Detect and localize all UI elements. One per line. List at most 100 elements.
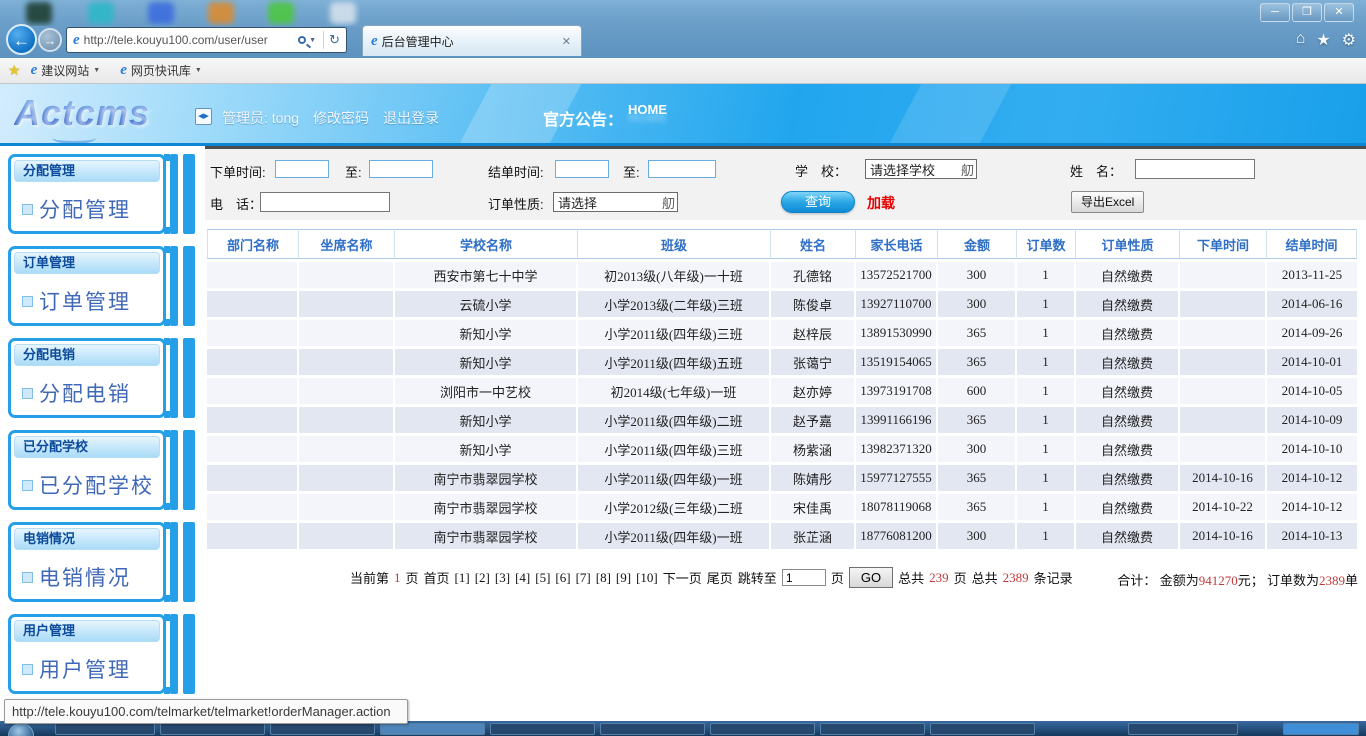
page-number-link[interactable]: [3] xyxy=(494,569,511,585)
close-time-from-input[interactable] xyxy=(555,160,609,178)
orders-value: 2389 xyxy=(1318,573,1345,588)
browser-tab[interactable]: e 后台管理中心 ✕ xyxy=(362,25,582,56)
desktop-icon xyxy=(268,2,294,24)
totals-label: 合计： xyxy=(1117,573,1157,588)
taskbar-button[interactable] xyxy=(600,723,705,735)
maximize-icon[interactable]: ❐ xyxy=(1292,3,1322,22)
table-row: 新知小学 小学2011级(四年级)二班 赵予嘉 13991166196 365 1 自然缴费… xyxy=(207,407,1357,433)
table-cell: 初2013级(八年级)一十班 xyxy=(578,262,771,288)
taskbar-button[interactable] xyxy=(270,723,375,735)
search-icon[interactable] xyxy=(298,36,307,44)
taskbar-button[interactable] xyxy=(1128,723,1238,735)
next-page-link[interactable]: 下一页 xyxy=(662,571,702,586)
page-number-link[interactable]: [7] xyxy=(575,569,591,585)
bullet-icon xyxy=(22,479,33,491)
load-link[interactable]: 加载 xyxy=(867,195,895,211)
page-number-link[interactable]: [4] xyxy=(515,569,531,585)
export-excel-button[interactable]: 导出Excel xyxy=(1071,191,1145,213)
column-header: 订单性质 xyxy=(1076,229,1180,259)
add-favorite-icon[interactable]: ★ xyxy=(8,62,21,78)
table-cell xyxy=(207,320,299,346)
section-header: 分配管理 xyxy=(14,160,160,182)
table-row: 南宁市翡翠园学校 小学2011级(四年级)一班 张芷涵 18776081200 300 1… xyxy=(207,523,1357,549)
logo-smile-arc xyxy=(52,132,96,143)
page-number-link[interactable]: [5] xyxy=(535,569,551,585)
change-password-link[interactable]: 修改密码 xyxy=(313,110,370,126)
current-page-label: 当前第 xyxy=(350,571,390,586)
url-text[interactable]: http://tele.kouyu100.com/user/user xyxy=(83,33,268,47)
tab-close-icon[interactable]: ✕ xyxy=(561,35,571,48)
column-header: 部门名称 xyxy=(207,229,299,259)
desktop-icon xyxy=(330,2,356,24)
page-number-link[interactable]: [8] xyxy=(595,569,611,585)
collapse-sidebar-icon[interactable]: ◀▶ xyxy=(195,108,212,125)
home-link[interactable]: HOME xyxy=(628,102,667,117)
order-time-label: 下单时间: xyxy=(210,165,266,180)
sidebar-item-allocation[interactable]: 分配管理 xyxy=(22,194,160,224)
jump-page-input[interactable] xyxy=(781,569,826,586)
table-cell xyxy=(207,407,299,433)
page-number-link[interactable]: [10] xyxy=(636,569,658,585)
go-button[interactable]: GO xyxy=(848,567,894,588)
start-button[interactable] xyxy=(8,723,34,736)
sidebar-item-orders[interactable]: 订单管理 xyxy=(22,286,160,316)
taskbar-button[interactable] xyxy=(380,723,485,735)
order-time-to-input[interactable] xyxy=(369,160,433,178)
query-button[interactable]: 查询 xyxy=(781,191,855,213)
table-cell xyxy=(299,262,395,288)
sidebar-item-telemarketing-allocation[interactable]: 分配电销 xyxy=(22,378,160,408)
table-cell: 张蔼宁 xyxy=(771,349,856,375)
page-number-link[interactable]: [1] xyxy=(454,569,470,585)
settings-gear-icon[interactable]: ⚙ xyxy=(1341,32,1356,49)
page-number-link[interactable]: [2] xyxy=(474,569,490,585)
order-time-from-input[interactable] xyxy=(275,160,329,178)
close-icon[interactable]: ✕ xyxy=(1324,3,1354,22)
sidebar-item-user-management[interactable]: 用户管理 xyxy=(22,654,160,684)
page-links: [1] [2] [3] [4] [5] [6] [7] [8] [9] [10] xyxy=(455,570,658,586)
total-records-label: 总共 xyxy=(971,571,998,586)
page-number-link[interactable]: [9] xyxy=(615,569,632,585)
school-select[interactable]: 请选择学校 舠 xyxy=(865,159,977,179)
taskbar-button[interactable] xyxy=(820,723,925,735)
address-bar[interactable]: e http://tele.kouyu100.com/user/user ▼ ↻ xyxy=(66,27,347,53)
column-header: 订单数 xyxy=(1017,229,1076,259)
taskbar-button[interactable] xyxy=(710,723,815,735)
table-row: 新知小学 小学2011级(四年级)三班 赵梓辰 13891530990 365 1 自然缴费… xyxy=(207,320,1357,346)
sidebar-item-allocated-schools[interactable]: 已分配学校 xyxy=(22,470,160,500)
favorite-item-suggested-sites[interactable]: e 建议网站 ▼ xyxy=(29,62,105,79)
total-pages-word: 页 xyxy=(953,571,967,586)
window-controls: ─ ❐ ✕ xyxy=(1258,3,1354,22)
taskbar-button[interactable] xyxy=(490,723,595,735)
page-number-link[interactable]: [6] xyxy=(555,569,571,585)
orders-unit: 单 xyxy=(1344,573,1358,588)
ie-page-icon: e xyxy=(73,31,80,48)
table-cell: 1 xyxy=(1017,494,1076,520)
taskbar-button[interactable] xyxy=(1283,723,1359,735)
sidebar-item-telemarketing-status[interactable]: 电销情况 xyxy=(22,562,160,592)
home-icon[interactable]: ⌂ xyxy=(1295,30,1306,47)
favorite-item-web-slices[interactable]: e 网页快讯库 ▼ xyxy=(118,62,206,79)
forward-icon[interactable]: → xyxy=(38,28,62,52)
chevron-down-icon[interactable]: ▼ xyxy=(309,36,317,44)
table-cell xyxy=(207,291,299,317)
refresh-icon[interactable]: ↻ xyxy=(329,32,340,47)
taskbar-button[interactable] xyxy=(930,723,1035,735)
table-cell: 赵梓辰 xyxy=(771,320,856,346)
back-icon[interactable]: ← xyxy=(6,24,37,55)
phone-input[interactable] xyxy=(260,192,390,212)
taskbar-button[interactable] xyxy=(160,723,265,735)
close-time-to-input[interactable] xyxy=(648,160,716,178)
table-cell: 300 xyxy=(938,523,1017,549)
favorites-star-icon[interactable]: ★ xyxy=(1316,32,1331,49)
taskbar-button[interactable] xyxy=(55,723,155,735)
section-header: 分配电销 xyxy=(14,344,160,366)
tab-title[interactable]: 后台管理中心 xyxy=(381,34,454,49)
first-page-link[interactable]: 首页 xyxy=(423,571,450,586)
minimize-icon[interactable]: ─ xyxy=(1260,3,1290,22)
order-type-select[interactable]: 请选择 舠 xyxy=(553,192,678,212)
last-page-link[interactable]: 尾页 xyxy=(706,571,733,586)
pager: 当前第 1 页 首页 [1] [2] [3] [4] [5] [6] [7] [8] [9] [1… xyxy=(350,567,1073,588)
name-input[interactable] xyxy=(1135,159,1255,179)
logout-link[interactable]: 退出登录 xyxy=(383,110,440,126)
bullet-icon xyxy=(22,295,33,307)
